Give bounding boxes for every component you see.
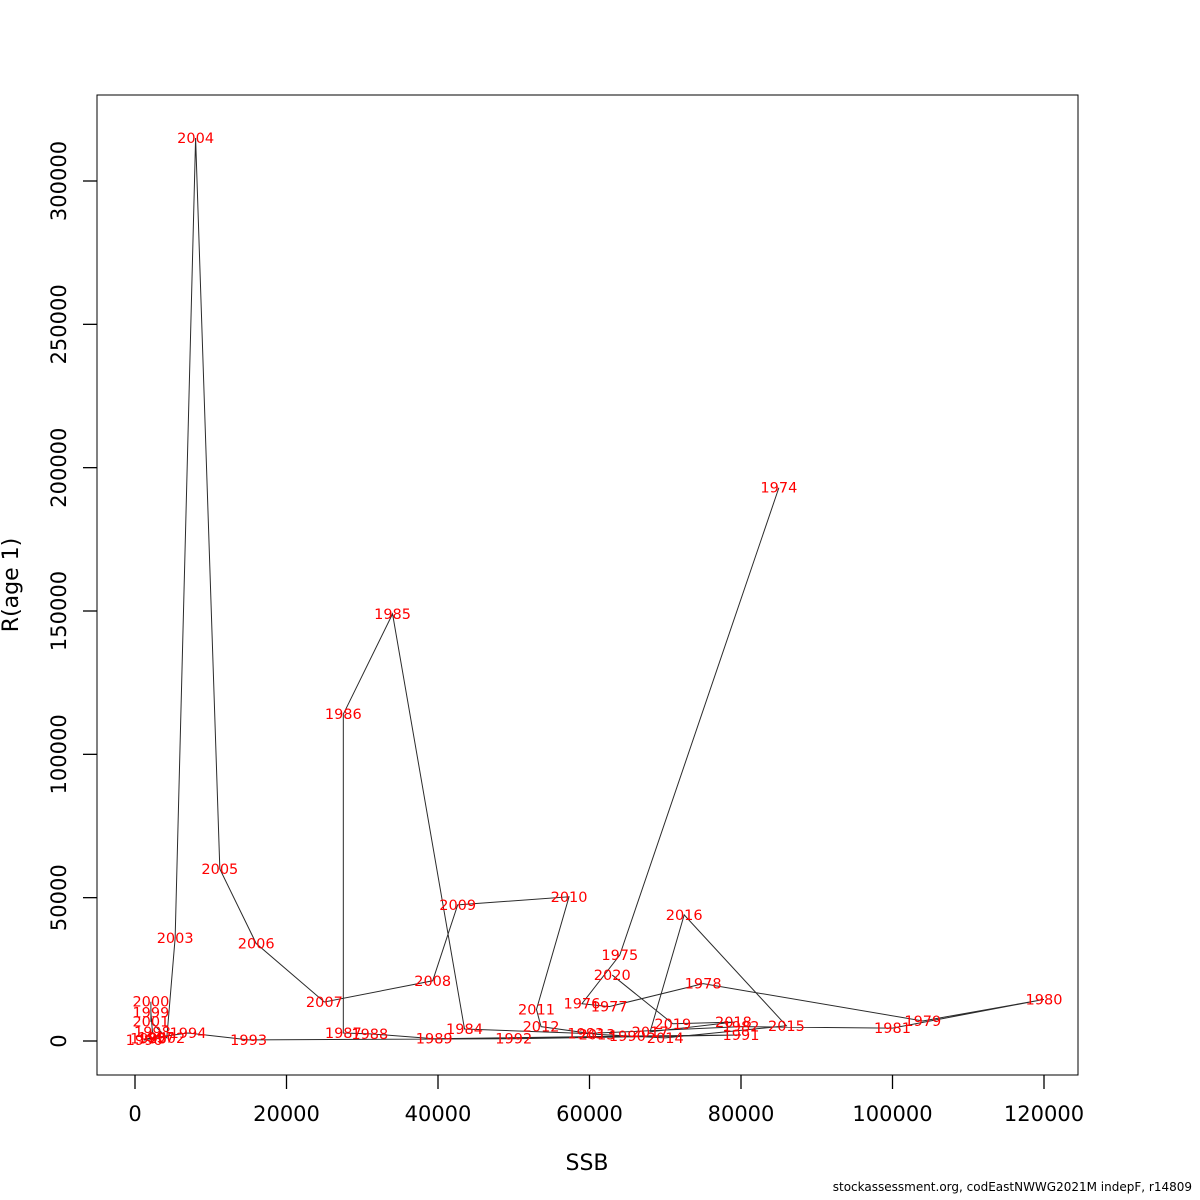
year-label-1975: 1975 bbox=[601, 948, 638, 964]
x-axis-title: SSB bbox=[565, 1151, 608, 1176]
year-label-1979: 1979 bbox=[904, 1014, 941, 1030]
year-label-2007: 2007 bbox=[306, 995, 343, 1011]
year-label-2019: 2019 bbox=[654, 1017, 691, 1033]
year-label-2016: 2016 bbox=[666, 908, 703, 924]
year-label-1995: 1995 bbox=[130, 1031, 167, 1047]
x-axis-tick-label: 0 bbox=[128, 1102, 141, 1126]
year-label-1974: 1974 bbox=[760, 481, 797, 497]
year-label-2004: 2004 bbox=[177, 131, 214, 147]
year-label-1980: 1980 bbox=[1026, 992, 1063, 1008]
year-label-2001: 2001 bbox=[132, 1015, 169, 1031]
year-label-2020: 2020 bbox=[594, 968, 631, 984]
x-axis-tick-label: 120000 bbox=[1004, 1102, 1084, 1126]
footer-credit: stockassessment.org, codEastNWWG2021M in… bbox=[833, 1180, 1192, 1194]
year-label-2005: 2005 bbox=[201, 862, 238, 878]
year-label-2002: 2002 bbox=[148, 1031, 185, 1047]
year-label-2014: 2014 bbox=[647, 1031, 684, 1047]
year-label-1977: 1977 bbox=[591, 1000, 628, 1016]
year-label-1991: 1991 bbox=[723, 1028, 760, 1044]
plot-box bbox=[96, 94, 1079, 1076]
year-label-2003: 2003 bbox=[157, 931, 194, 947]
year-label-1988: 1988 bbox=[351, 1027, 388, 1043]
year-label-2015: 2015 bbox=[768, 1019, 805, 1035]
year-label-1989: 1989 bbox=[416, 1032, 453, 1048]
year-label-1996: 1996 bbox=[126, 1033, 163, 1049]
x-axis-tick-label: 20000 bbox=[253, 1102, 320, 1126]
year-label-2011: 2011 bbox=[518, 1002, 555, 1018]
year-label-2008: 2008 bbox=[414, 974, 451, 990]
year-label-1983: 1983 bbox=[567, 1027, 604, 1043]
year-label-1997: 1997 bbox=[138, 1030, 175, 1046]
year-label-1981: 1981 bbox=[874, 1021, 911, 1037]
recruitment-trajectory-line bbox=[143, 137, 1045, 1041]
year-label-1990: 1990 bbox=[609, 1029, 646, 1045]
year-label-1986: 1986 bbox=[325, 707, 362, 723]
y-axis-tick-label: 200000 bbox=[47, 428, 71, 508]
year-label-1985: 1985 bbox=[374, 607, 411, 623]
year-label-1984: 1984 bbox=[446, 1022, 483, 1038]
year-label-1999: 1999 bbox=[132, 1005, 169, 1021]
y-axis-tick-label: 100000 bbox=[47, 714, 71, 794]
x-axis-tick-label: 60000 bbox=[556, 1102, 623, 1126]
y-axis-title: R(age 1) bbox=[0, 538, 24, 632]
y-axis-tick-label: 250000 bbox=[47, 284, 71, 364]
x-axis-tick-label: 100000 bbox=[852, 1102, 932, 1126]
year-label-2013: 2013 bbox=[579, 1027, 616, 1043]
y-axis-tick-label: 300000 bbox=[47, 141, 71, 221]
x-axis-tick-label: 80000 bbox=[708, 1102, 775, 1126]
year-label-1998: 1998 bbox=[134, 1025, 171, 1041]
x-axis-tick-label: 40000 bbox=[405, 1102, 472, 1126]
year-label-1994: 1994 bbox=[170, 1026, 207, 1042]
y-axis-tick-label: 50000 bbox=[47, 864, 71, 931]
year-label-2000: 2000 bbox=[132, 995, 169, 1011]
year-label-2012: 2012 bbox=[523, 1020, 560, 1036]
year-label-2017: 2017 bbox=[632, 1025, 669, 1041]
year-label-1978: 1978 bbox=[685, 977, 722, 993]
year-label-2018: 2018 bbox=[715, 1015, 752, 1031]
year-label-1993: 1993 bbox=[230, 1033, 267, 1049]
year-label-2006: 2006 bbox=[238, 937, 275, 953]
year-label-2009: 2009 bbox=[439, 898, 476, 914]
year-label-1992: 1992 bbox=[495, 1032, 532, 1048]
y-axis-tick-label: 150000 bbox=[47, 571, 71, 651]
year-label-2010: 2010 bbox=[551, 890, 588, 906]
y-axis-tick-label: 0 bbox=[47, 1034, 71, 1047]
year-label-1976: 1976 bbox=[563, 997, 600, 1013]
year-label-1987: 1987 bbox=[325, 1026, 362, 1042]
plot-layer: 0 20000 40000 60000 80000 100000 120000 0 50000 1… bbox=[47, 94, 1084, 1126]
year-label-1982: 1982 bbox=[723, 1020, 760, 1036]
